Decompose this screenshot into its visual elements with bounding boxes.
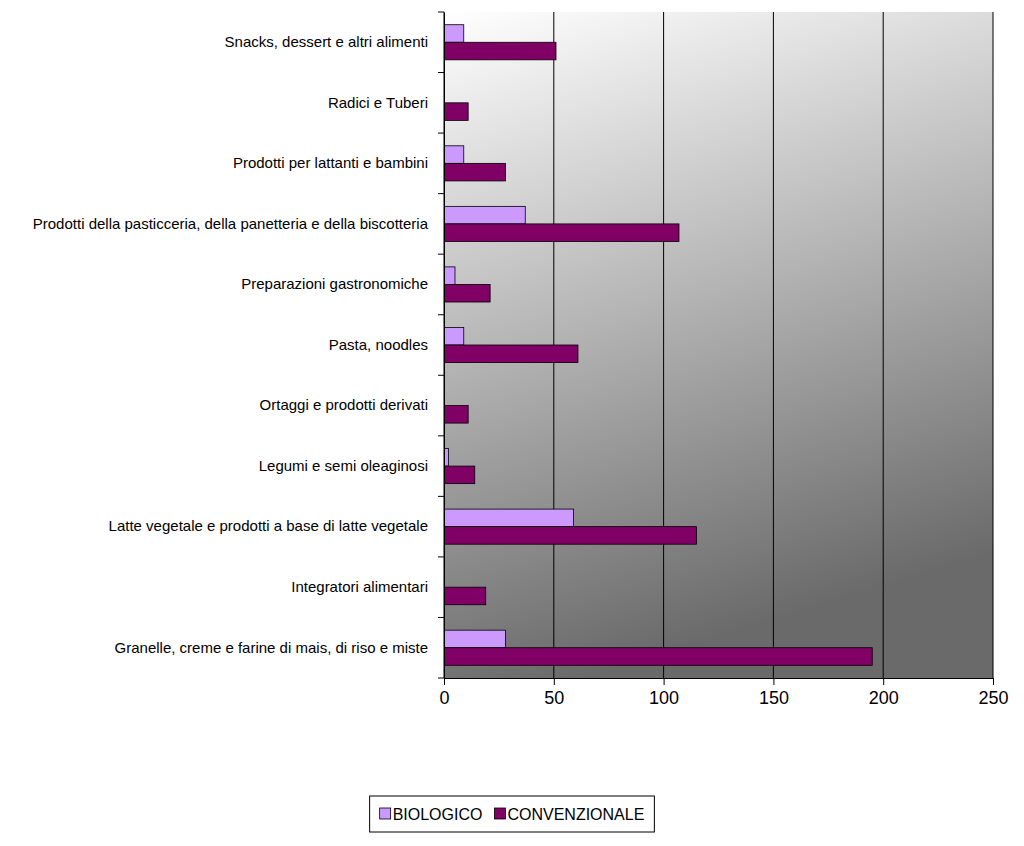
category-divider (438, 617, 444, 618)
tick: Preparazioni gastronomiche (241, 275, 428, 292)
tick-mark (554, 678, 555, 685)
bars (444, 25, 872, 666)
tick-mark (444, 678, 445, 685)
bar (444, 648, 872, 666)
tick-label: 100 (649, 688, 679, 708)
category-divider (438, 72, 444, 73)
category-label: Prodotti della pasticceria, della panett… (33, 215, 429, 232)
chart: 0 50 100 150 200 250 Snacks, dessert e altri a… (0, 0, 1024, 846)
grid-line (773, 12, 774, 678)
bar (444, 345, 578, 363)
grid-line (663, 12, 664, 678)
bar (444, 587, 486, 605)
grid (444, 12, 993, 678)
category-divider (438, 314, 444, 315)
bar (444, 25, 464, 43)
tick: 0 (439, 678, 449, 708)
bar (444, 42, 556, 60)
category-label: Legumi e semi oleaginosi (259, 457, 428, 474)
category-label: Pasta, noodles (329, 336, 428, 353)
bar (444, 466, 475, 484)
bar (444, 327, 464, 345)
category-label: Ortaggi e prodotti derivati (260, 396, 428, 413)
category-label: Latte vegetale e prodotti a base di latt… (109, 517, 428, 534)
category-dividers (438, 12, 444, 678)
plot-background (444, 12, 993, 678)
category-divider (438, 254, 444, 255)
bar (444, 267, 455, 285)
bar (444, 206, 525, 224)
series (444, 25, 574, 648)
legend-swatch (380, 808, 391, 819)
tick-label: 150 (759, 688, 789, 708)
x-axis: 0 50 100 150 200 250 (439, 678, 1008, 708)
category-label: Prodotti per lattanti e bambini (233, 154, 428, 171)
tick-mark (664, 678, 665, 685)
category-divider (438, 12, 444, 13)
tick: Radici e Tuberi (328, 94, 428, 111)
bar (444, 509, 574, 527)
bar (444, 527, 697, 545)
tick: Prodotti per lattanti e bambini (233, 154, 428, 171)
bar (444, 103, 468, 121)
grid-line (444, 12, 445, 678)
category-divider (438, 435, 444, 436)
category-label: Integratori alimentari (291, 578, 428, 595)
legend: BIOLOGICO CONVENZIONALE (370, 796, 655, 832)
category-divider (438, 496, 444, 497)
bar (444, 630, 505, 648)
axis-line (445, 679, 994, 686)
tick: Pasta, noodles (329, 336, 428, 353)
tick: Latte vegetale e prodotti a base di latt… (109, 517, 428, 534)
bar (444, 224, 679, 242)
legend-label: CONVENZIONALE (507, 806, 644, 823)
category-label: Snacks, dessert e altri alimenti (225, 33, 428, 50)
category-label: Granelle, creme e farine di mais, di ris… (115, 639, 428, 656)
category-divider (438, 133, 444, 134)
category-divider (438, 375, 444, 376)
category-label: Radici e Tuberi (328, 94, 428, 111)
tick: Prodotti della pasticceria, della panett… (33, 215, 429, 232)
tick: 150 (759, 678, 789, 708)
tick: 50 (544, 678, 564, 708)
legend-box (370, 796, 655, 832)
tick: 100 (649, 678, 679, 708)
grid-line (883, 12, 884, 678)
legend-label: BIOLOGICO (393, 806, 483, 823)
tick: 250 (978, 678, 1008, 708)
tick: Granelle, creme e farine di mais, di ris… (115, 639, 428, 656)
tick-label: 0 (439, 688, 449, 708)
legend-swatch (494, 808, 505, 819)
tick: Legumi e semi oleaginosi (259, 457, 428, 474)
tick: Integratori alimentari (291, 578, 428, 595)
series (444, 42, 872, 665)
tick-mark (883, 678, 884, 685)
bar (444, 284, 490, 302)
axis-line (444, 13, 445, 679)
tick: 200 (869, 678, 899, 708)
tick-label: 200 (869, 688, 899, 708)
plot: 0 50 100 150 200 250 Snacks, dessert e altri a… (33, 12, 1009, 708)
tick: Snacks, dessert e altri alimenti (225, 33, 428, 50)
category-divider (438, 678, 444, 679)
category-divider (438, 556, 444, 557)
tick-label: 50 (544, 688, 564, 708)
grid-line (993, 12, 994, 678)
tick: Ortaggi e prodotti derivati (260, 396, 428, 413)
bar (444, 146, 464, 164)
category-label: Preparazioni gastronomiche (241, 275, 428, 292)
y-axis: Snacks, dessert e altri alimenti Radici e… (33, 13, 445, 679)
bar (444, 163, 505, 181)
tick-label: 250 (978, 688, 1008, 708)
category-divider (438, 193, 444, 194)
bar (444, 406, 468, 424)
tick-mark (773, 678, 774, 685)
tick-mark (993, 678, 994, 685)
